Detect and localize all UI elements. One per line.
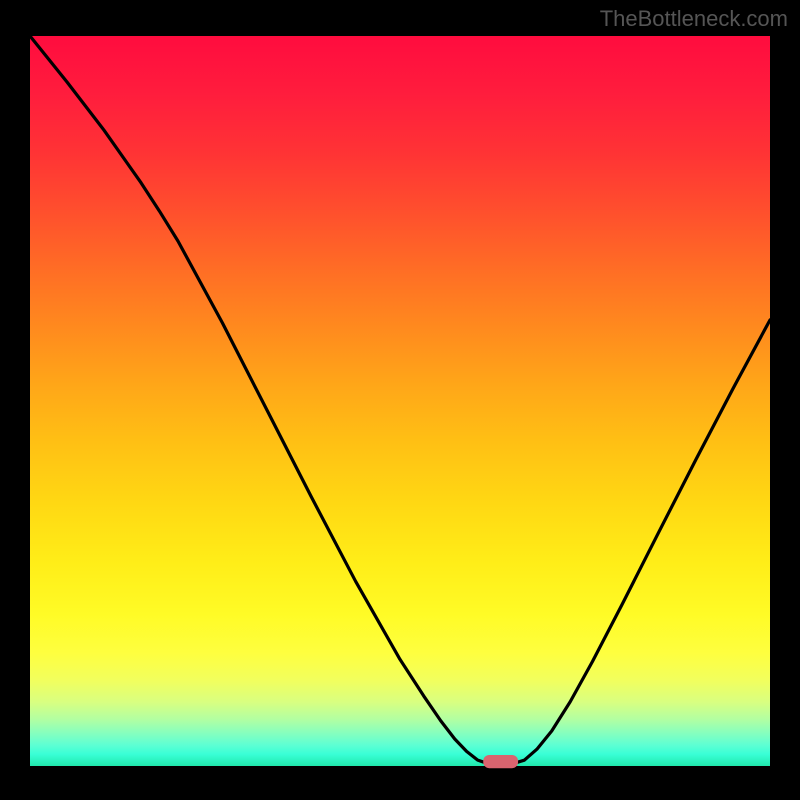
optimal-marker <box>483 755 518 768</box>
chart-container: TheBottleneck.com <box>0 0 800 800</box>
bottleneck-plot <box>0 0 800 800</box>
